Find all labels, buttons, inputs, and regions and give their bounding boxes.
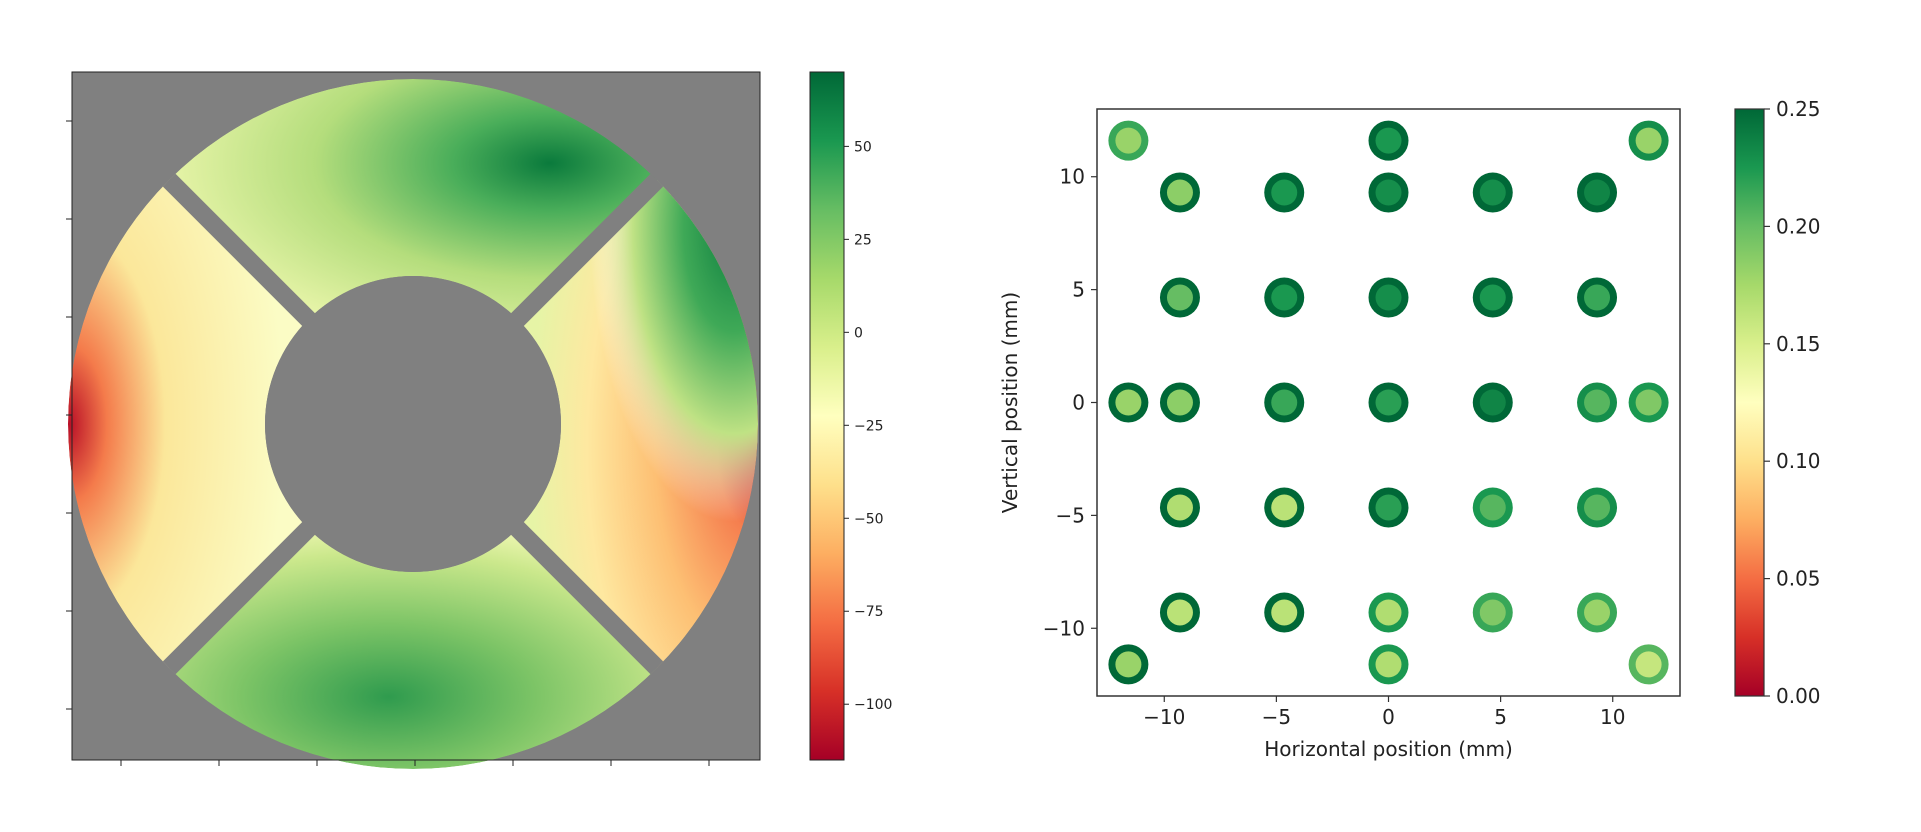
heatmap-region-left [68,180,309,668]
scatter-point-inner [1584,494,1611,521]
scatter-colorbar-tick-label: 0.10 [1776,449,1821,473]
scatter-point-inner [1115,651,1142,678]
heatmap-colorbar-tick-label: 50 [854,139,872,155]
scatter-point-inner [1375,599,1402,626]
heatmap-colorbar-tick-label: −50 [854,511,884,527]
scatter-point-inner [1166,494,1193,521]
scatter-colorbar-tick-label: 0.00 [1776,684,1821,708]
scatter-point-inner [1479,494,1506,521]
scatter-colorbar: 0.25 0.20 0.15 0.10 0.05 0.00 [1734,97,1821,708]
scatter-ytick-label: −10 [1043,616,1085,640]
scatter-point-inner [1479,179,1506,206]
heatmap-colorbar-tick-label: −25 [854,418,884,434]
scatter-y-axis-label: Vertical position (mm) [998,292,1022,513]
scatter-ytick-label: 5 [1072,278,1085,302]
scatter-panel: −10 −5 0 5 10 10 5 0 −5 −10 Horizontal position (m… [998,108,1681,761]
scatter-point-inner [1375,284,1402,311]
scatter-point-inner [1375,179,1402,206]
scatter-point-inner [1584,284,1611,311]
scatter-colorbar-tick-label: 0.25 [1776,97,1821,121]
scatter-point-inner [1375,651,1402,678]
scatter-xtick-label: −5 [1262,705,1291,729]
heatmap-region-top [169,79,657,320]
heatmap-region-bottom [169,528,657,769]
scatter-x-axis-label: Horizontal position (mm) [1264,737,1513,761]
scatter-point-inner [1166,389,1193,416]
scatter-point-inner [1271,599,1298,626]
heatmap-colorbar: 50 25 0 −25 −50 −75 −100 [809,71,892,761]
scatter-point-inner [1584,389,1611,416]
heatmap-inner-hole [265,276,561,572]
scatter-point-inner [1271,494,1298,521]
scatter-xtick-label: 10 [1600,705,1625,729]
heatmap-frame [71,71,761,761]
scatter-point-inner [1479,599,1506,626]
heatmap-colorbar-tick-label: 0 [854,325,863,341]
scatter-colorbar-tick-label: 0.05 [1776,567,1821,591]
scatter-point-inner [1115,127,1142,154]
scatter-point-inner [1166,599,1193,626]
scatter-point-inner [1166,179,1193,206]
scatter-point-inner [1271,284,1298,311]
scatter-point-inner [1375,494,1402,521]
scatter-point-inner [1375,389,1402,416]
heatmap-panel [66,71,761,769]
scatter-ytick-label: 0 [1072,391,1085,415]
scatter-point-inner [1635,127,1662,154]
scatter-point-inner [1584,179,1611,206]
scatter-colorbar-tick-label: 0.20 [1776,214,1821,238]
scatter-ytick-label: 10 [1060,165,1085,189]
scatter-point-inner [1635,389,1662,416]
scatter-point-inner [1375,127,1402,154]
scatter-xtick-label: 5 [1494,705,1507,729]
scatter-point-inner [1271,179,1298,206]
scatter-point-inner [1635,651,1662,678]
scatter-xtick-label: 0 [1382,705,1395,729]
scatter-point-inner [1584,599,1611,626]
scatter-point-inner [1115,389,1142,416]
heatmap-colorbar-tick-label: 25 [854,232,872,248]
scatter-ytick-label: −5 [1056,503,1085,527]
scatter-point-inner [1479,389,1506,416]
scatter-xtick-label: −10 [1143,705,1185,729]
heatmap-colorbar-scale [809,71,845,761]
scatter-point-inner [1166,284,1193,311]
scatter-point-inner [1479,284,1506,311]
scatter-point-inner [1271,389,1298,416]
heatmap-colorbar-tick-label: −100 [854,697,892,713]
heatmap-region-right-overlay [517,180,758,668]
scatter-colorbar-scale [1734,108,1765,697]
scatter-colorbar-tick-label: 0.15 [1776,332,1821,356]
heatmap-colorbar-tick-label: −75 [854,604,884,620]
